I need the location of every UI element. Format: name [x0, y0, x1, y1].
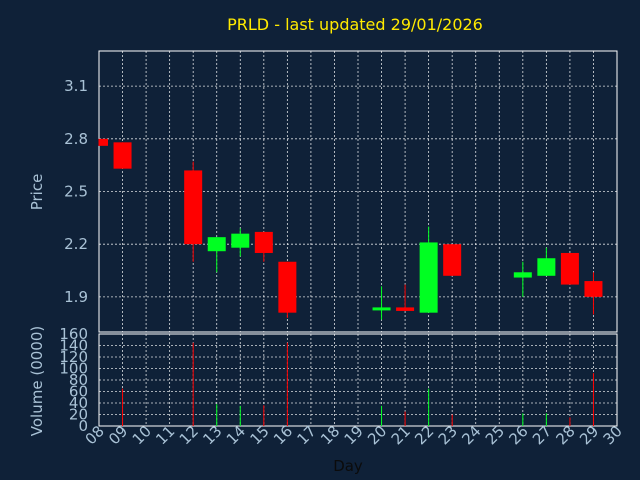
volume-grid: [99, 333, 617, 427]
candle-body: [184, 170, 203, 245]
x-tick-labels: 0809101112131415161718192021222324252627…: [82, 422, 626, 448]
volume-tick-label: 100: [59, 360, 88, 378]
volume-tick-label: 60: [69, 383, 88, 401]
candle-body: [396, 307, 415, 311]
candle-body: [584, 281, 603, 297]
candle-up: [372, 286, 391, 320]
price-grid: [99, 51, 617, 332]
candle-body: [113, 142, 132, 169]
price-tick-label: 2.2: [64, 235, 88, 253]
volume-tick-label: 40: [69, 394, 88, 412]
volume-tick-label: 80: [69, 371, 88, 389]
candle-body: [560, 252, 579, 285]
candle-down: [254, 231, 273, 262]
candle-down: [184, 161, 203, 262]
candle-body: [419, 242, 438, 313]
price-tick-labels: 1.9 2.2 2.5 2.8 3.1: [64, 77, 88, 306]
price-panel: 1.9 2.2 2.5 2.8 3.1 Price: [28, 50, 618, 333]
candle-down: [396, 284, 415, 311]
candle-body: [278, 261, 297, 313]
volume-tick-label: 0: [78, 417, 88, 435]
candle-up: [231, 228, 250, 257]
candle-body: [537, 258, 556, 276]
x-axis-label: Day: [333, 457, 363, 475]
candle-up: [537, 247, 556, 276]
candle-down: [98, 138, 108, 146]
candle-down: [584, 272, 603, 315]
candles: [98, 138, 603, 320]
candle-down: [113, 142, 132, 169]
chart-title: PRLD - last updated 29/01/2026: [227, 15, 483, 34]
candle-down: [560, 252, 579, 285]
price-axis-label: Price: [28, 174, 46, 211]
volume-tick-label: 140: [59, 337, 88, 355]
candle-body: [254, 231, 273, 253]
candle-body: [443, 244, 462, 276]
candle-body: [99, 138, 108, 146]
candle-body: [231, 233, 250, 248]
volume-tick-label: 160: [59, 325, 88, 343]
candle-down: [278, 261, 297, 318]
volume-axis-label: Volume (0000): [28, 326, 46, 436]
candle-up: [419, 226, 438, 313]
candle-body: [372, 307, 391, 311]
candle-down: [443, 244, 462, 276]
candle-up: [207, 237, 226, 273]
candle-up: [513, 261, 532, 297]
price-tick-label: 3.1: [64, 77, 88, 95]
volume-tick-label: 120: [59, 348, 88, 366]
volume-tick-label: 20: [69, 406, 88, 424]
candle-body: [513, 272, 532, 278]
price-tick-label: 2.5: [64, 183, 88, 201]
candle-body: [207, 237, 226, 252]
volume-bars: [122, 342, 594, 426]
price-tick-label: 1.9: [64, 288, 88, 306]
price-tick-label: 2.8: [64, 130, 88, 148]
